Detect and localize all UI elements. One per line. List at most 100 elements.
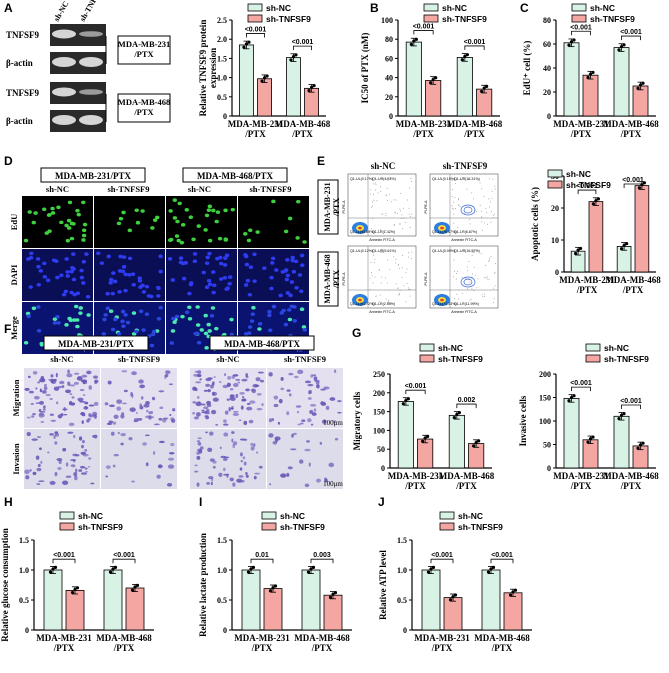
quadrant-label: Q1-UR(4.53%) <box>372 177 396 181</box>
data-point <box>113 565 118 570</box>
stained-cell <box>73 372 80 375</box>
nucleus <box>127 228 133 233</box>
event-dot <box>492 287 494 289</box>
nucleus <box>227 275 233 279</box>
significance-bracket <box>464 45 485 50</box>
stained-cell <box>83 380 88 385</box>
nucleus <box>251 305 256 310</box>
event-dot <box>472 273 474 275</box>
header-label: MDA-MB-231/PTX <box>58 339 134 349</box>
nucleus <box>51 258 57 263</box>
event-dot <box>389 302 391 304</box>
stained-cell <box>223 423 229 426</box>
nucleus <box>218 277 224 281</box>
nucleus <box>188 282 194 287</box>
stained-cell <box>222 384 229 389</box>
event-dot <box>494 271 496 273</box>
event-dot <box>411 213 413 215</box>
nucleus <box>65 238 71 243</box>
data-point <box>460 58 464 62</box>
y-tick-label: 0 <box>555 268 559 277</box>
stained-cell <box>116 399 123 404</box>
header-label: MDA-MB-231/PTX <box>55 171 131 181</box>
data-point <box>328 595 333 599</box>
flow-x-axis-label: Annexin FITC-A <box>369 310 395 314</box>
event-dot <box>473 290 475 292</box>
density-peak <box>358 226 362 230</box>
data-point <box>455 412 459 417</box>
nucleus <box>150 332 156 337</box>
stained-cell <box>208 475 214 480</box>
nucleus <box>29 251 34 256</box>
bar <box>241 569 261 631</box>
x-tick-label: MDA-MB-231/PTX <box>388 471 444 491</box>
nucleus <box>223 256 228 260</box>
event-dot <box>399 293 401 295</box>
stained-cell <box>205 383 210 387</box>
nucleus <box>270 256 276 261</box>
stained-cell <box>239 467 243 471</box>
stained-cell <box>192 401 197 404</box>
stained-cell <box>195 381 202 384</box>
nucleus <box>187 291 192 296</box>
stained-cell <box>69 393 73 396</box>
stained-cell <box>81 374 88 378</box>
event-dot <box>372 205 374 207</box>
legend-swatch <box>571 3 587 12</box>
event-dot <box>373 199 375 201</box>
stained-cell <box>50 419 57 422</box>
nucleus <box>81 259 87 264</box>
event-dot <box>489 201 491 203</box>
y-tick-label: 0 <box>223 626 227 635</box>
stained-cell <box>62 447 67 452</box>
nucleus <box>155 285 161 290</box>
stained-cell <box>273 403 279 408</box>
event-dot <box>411 251 413 253</box>
stained-cell <box>73 381 79 385</box>
stained-cell <box>26 432 31 437</box>
header-label: MDA-MB-468/PTX <box>224 339 300 349</box>
stained-cell <box>250 446 255 451</box>
x-tick-label: MDA-MB-468/PTX <box>474 633 530 653</box>
nucleus <box>203 313 208 318</box>
data-point <box>429 567 433 571</box>
contour <box>463 206 473 214</box>
event-dot <box>404 221 406 223</box>
bar <box>65 590 85 631</box>
blot-band <box>52 87 76 97</box>
event-dot <box>385 230 387 232</box>
data-point <box>429 81 433 85</box>
stained-cell <box>74 454 80 457</box>
nucleus <box>158 269 163 274</box>
stained-cell <box>253 443 256 448</box>
legend-label: sh-NC <box>590 3 615 13</box>
stained-cell <box>169 451 175 455</box>
bar <box>632 85 649 117</box>
y-tick-label: 1.5 <box>19 536 29 545</box>
data-point <box>421 439 425 443</box>
stained-cell <box>121 402 127 405</box>
stained-cell <box>39 410 46 413</box>
blot-col-label: sh-NC <box>52 0 71 23</box>
stained-cell <box>199 378 202 381</box>
event-dot <box>395 283 397 285</box>
event-dot <box>469 218 471 220</box>
data-point <box>625 242 629 246</box>
event-dot <box>407 287 409 289</box>
nucleus <box>204 213 210 218</box>
event-dot <box>484 296 486 298</box>
quadrant-label: Q1-LR(11.99%) <box>454 302 479 306</box>
nucleus <box>217 236 223 241</box>
data-point <box>567 399 571 403</box>
stained-cell <box>196 482 200 487</box>
nucleus <box>209 313 215 318</box>
stained-cell <box>66 373 73 378</box>
event-dot <box>473 198 475 200</box>
nucleus <box>268 328 273 333</box>
stained-cell <box>256 451 259 454</box>
event-dot <box>489 178 491 180</box>
stained-cell <box>168 383 173 386</box>
stained-cell <box>229 388 234 391</box>
y-tick-label: 0 <box>403 626 407 635</box>
event-dot <box>488 260 490 262</box>
